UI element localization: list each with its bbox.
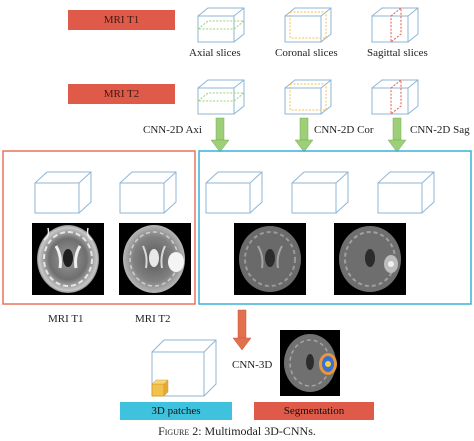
coronal-slices-cube-top [284,7,332,43]
figure-caption: Figure 2: Multimodal 3D-CNNs. [0,424,474,439]
3d-patches-text: 3D patches [151,405,201,417]
mri-t1-top-text: MRI T1 [103,14,140,26]
cnn-2d-sag-label: CNN-2D Sag [410,124,470,136]
3d-patches-cube [151,339,217,397]
cube-t1 [34,171,92,214]
cnn-2d-cor-label: CNN-2D Cor [314,124,374,136]
cube-axi-output [205,171,263,214]
cnn-2d-axi-label: CNN-2D Axi [143,124,202,136]
right-panel [198,150,472,305]
cnn-3d-label: CNN-3D [232,359,273,371]
sagittal-slices-cube-top [371,6,419,44]
cube-t2 [119,171,177,214]
mri-t2-bottom-label: MRI T2 [135,313,171,325]
coronal-slices-cube-t2 [284,79,332,115]
left-panel [2,150,196,305]
orange-arrow-cnn3d [232,309,252,351]
caption-text: : Multimodal 3D-CNNs. [198,424,316,438]
axial-slices-label: Axial slices [189,47,241,59]
coronal-slices-label: Coronal slices [275,47,338,59]
segmentation-label-box: Segmentation [254,402,374,420]
mri-t1-top-label: MRI T1 [68,10,175,30]
green-arrow-axi [210,117,230,153]
sagittal-slices-label: Sagittal slices [367,47,428,59]
green-arrow-sag [387,117,407,153]
cube-sag-output [377,171,435,214]
figure-number: Figure 2 [158,424,199,438]
mri-t1-bottom-label: MRI T1 [48,313,84,325]
mri-t2-top-text: MRI T2 [103,88,140,100]
mri-axi-output-brain-image [234,223,306,295]
axial-slices-cube-t2 [197,79,246,115]
3d-patches-label-box: 3D patches [120,402,232,420]
mri-t2-top-label: MRI T2 [68,84,175,104]
segmentation-text: Segmentation [283,405,345,417]
segmentation-brain-image [280,330,340,396]
mri-t2-brain-image [119,223,191,295]
mri-cor-output-brain-image [334,223,406,295]
mri-t1-brain-image [32,223,104,295]
sagittal-slices-cube-t2 [371,78,419,116]
green-arrow-cor [294,117,314,153]
axial-slices-cube-top [197,7,246,43]
cube-cor-output [291,171,349,214]
